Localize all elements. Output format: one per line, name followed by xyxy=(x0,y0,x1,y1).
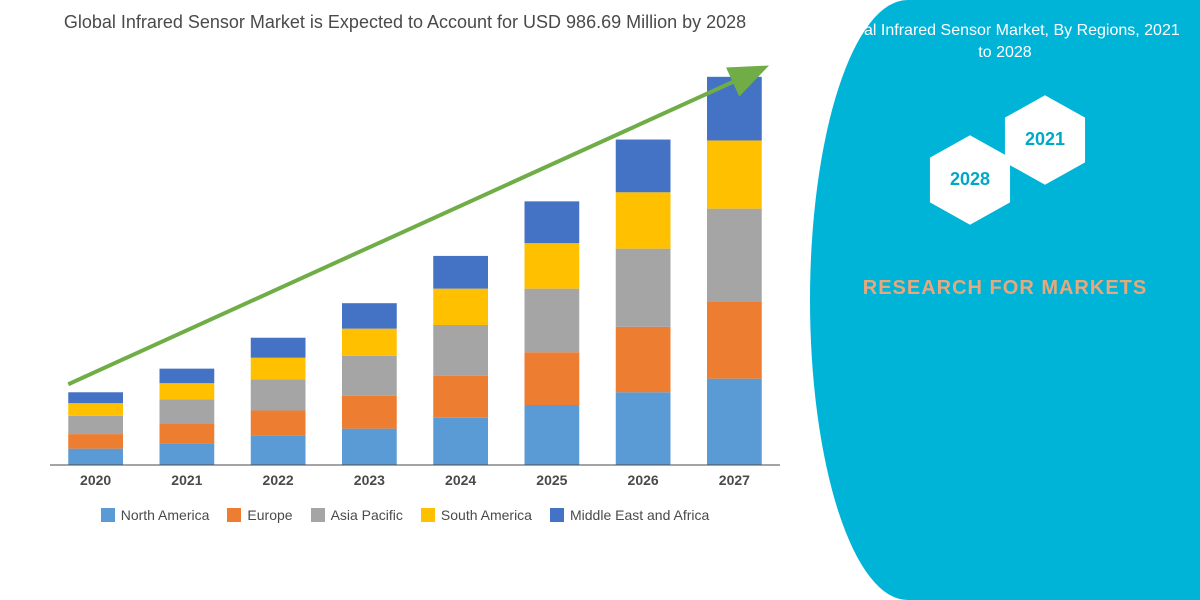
legend-label: South America xyxy=(441,507,532,523)
legend-label: North America xyxy=(121,507,210,523)
bar-segment xyxy=(160,400,215,424)
bar-segment xyxy=(433,376,488,418)
x-axis-label: 2023 xyxy=(354,472,385,488)
x-axis-label: 2021 xyxy=(171,472,202,488)
bar-segment xyxy=(525,352,580,405)
bar-segment xyxy=(160,443,215,465)
bar-segment xyxy=(433,418,488,465)
bar-segment xyxy=(68,392,123,403)
legend-label: Asia Pacific xyxy=(331,507,403,523)
bar-segment xyxy=(68,416,123,434)
bar-segment xyxy=(342,396,397,429)
bar-segment xyxy=(525,243,580,288)
x-axis-label: 2022 xyxy=(263,472,294,488)
bar-segment xyxy=(616,249,671,327)
bar-segment xyxy=(251,436,306,465)
bar-segment xyxy=(342,429,397,465)
bar-segment xyxy=(707,209,762,302)
bar-segment xyxy=(433,256,488,289)
chart-title: Global Infrared Sensor Market is Expecte… xyxy=(20,10,790,35)
legend-item: Middle East and Africa xyxy=(550,507,709,523)
legend-item: North America xyxy=(101,507,210,523)
bar-segment xyxy=(616,327,671,392)
bar-segment xyxy=(68,449,123,465)
legend-swatch xyxy=(101,508,115,522)
side-panel: Global Infrared Sensor Market, By Region… xyxy=(810,0,1200,600)
bar-segment xyxy=(68,434,123,449)
x-axis-label: 2020 xyxy=(80,472,111,488)
x-axis-label: 2027 xyxy=(719,472,750,488)
bar-segment xyxy=(525,289,580,353)
research-for-markets-label: RESEARCH FOR MARKETS xyxy=(863,275,1147,301)
legend-swatch xyxy=(311,508,325,522)
legend-swatch xyxy=(550,508,564,522)
bar-segment xyxy=(160,383,215,399)
legend-item: South America xyxy=(421,507,532,523)
legend-item: Asia Pacific xyxy=(311,507,403,523)
bar-segment xyxy=(707,77,762,141)
legend-label: Europe xyxy=(247,507,292,523)
bar-segment xyxy=(433,289,488,325)
bar-segment xyxy=(342,356,397,396)
legend-swatch xyxy=(421,508,435,522)
bar-segment xyxy=(160,423,215,443)
hexagon-2021: 2021 xyxy=(1000,95,1090,185)
bar-segment xyxy=(525,405,580,465)
chart-legend: North America Europe Asia Pacific South Ame… xyxy=(20,507,790,523)
chart-area: Global Infrared Sensor Market is Expecte… xyxy=(0,0,810,600)
bar-segment xyxy=(160,369,215,384)
legend-item: Europe xyxy=(227,507,292,523)
legend-label: Middle East and Africa xyxy=(570,507,709,523)
x-axis-label: 2024 xyxy=(445,472,476,488)
x-axis-label: 2025 xyxy=(536,472,567,488)
chart-wrapper: 2020 2021 2022 2023 2024 2025 2026 2027 xyxy=(20,55,790,495)
bar-segment xyxy=(707,302,762,379)
bar-segment xyxy=(616,192,671,248)
bar-segment xyxy=(68,403,123,416)
bar-segment xyxy=(342,329,397,356)
hex2-label: 2021 xyxy=(1025,129,1065,150)
x-axis-label: 2026 xyxy=(628,472,659,488)
legend-swatch xyxy=(227,508,241,522)
bar-segment xyxy=(342,303,397,328)
bar-segment xyxy=(707,141,762,209)
bar-segment xyxy=(616,140,671,193)
bar-segment xyxy=(251,358,306,380)
stacked-bar-chart: 2020 2021 2022 2023 2024 2025 2026 2027 xyxy=(20,55,790,495)
bar-segment xyxy=(251,411,306,436)
bar-segment xyxy=(251,380,306,411)
bar-segment xyxy=(251,338,306,358)
hexagon-group: 2028 2021 xyxy=(915,95,1095,235)
bar-segment xyxy=(525,202,580,244)
bar-segment xyxy=(616,392,671,465)
bar-segment xyxy=(433,325,488,376)
hex1-label: 2028 xyxy=(950,169,990,190)
side-title: Global Infrared Sensor Market, By Region… xyxy=(830,20,1180,65)
bar-segment xyxy=(707,379,762,465)
